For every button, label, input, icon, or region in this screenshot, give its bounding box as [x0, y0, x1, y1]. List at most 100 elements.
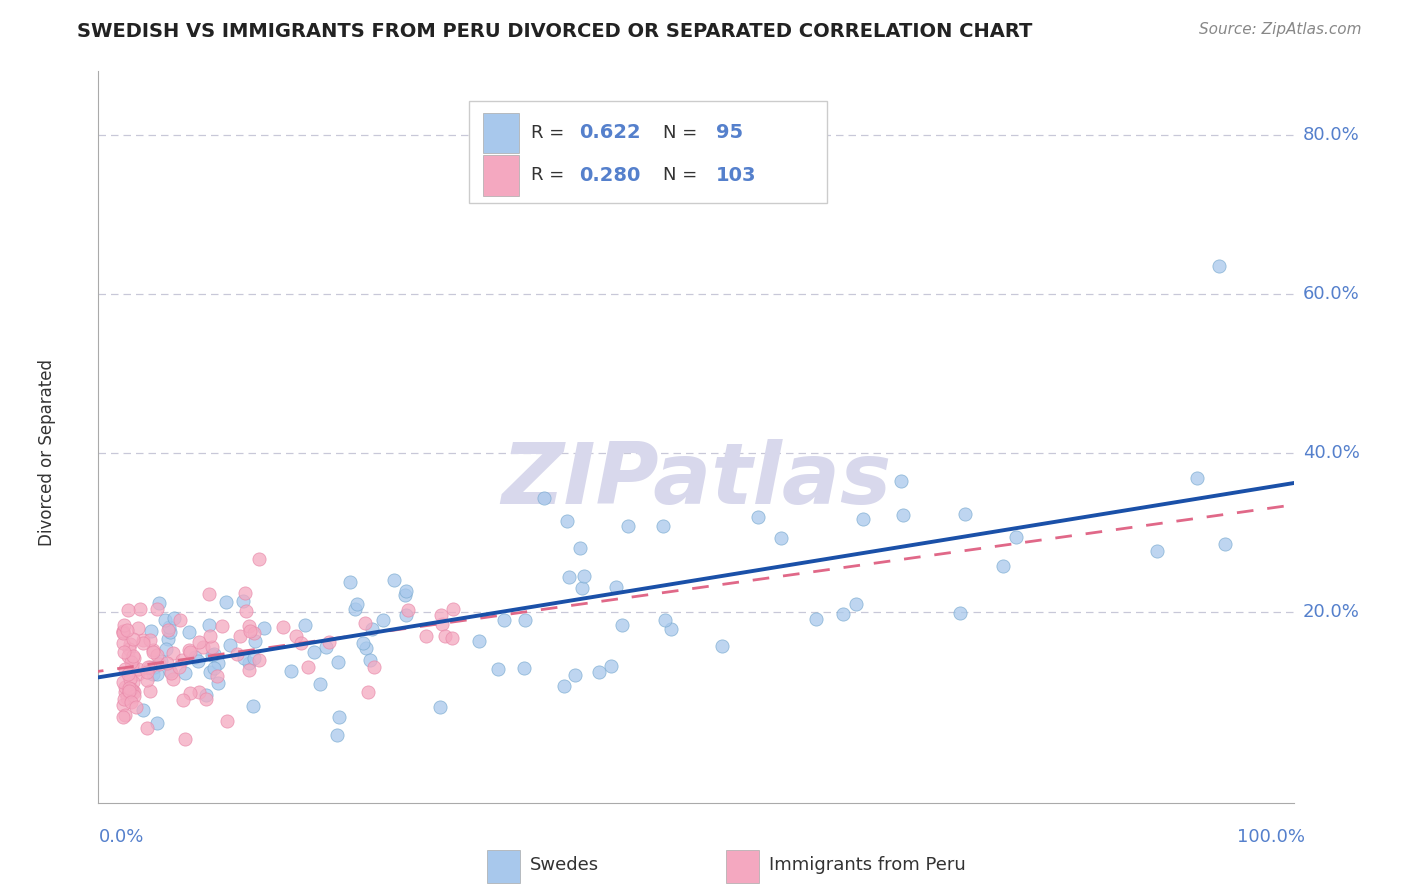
Point: [121, 681, 143, 696]
Point: [290, 636, 312, 650]
Point: [429, 700, 451, 714]
Point: [280, 664, 302, 678]
Point: [352, 636, 374, 650]
Point: [195, 688, 218, 702]
Point: [486, 662, 509, 676]
Point: [120, 672, 142, 686]
Point: [1187, 471, 1209, 485]
Point: [145, 715, 167, 730]
FancyBboxPatch shape: [484, 113, 519, 153]
Point: [194, 691, 217, 706]
Point: [160, 665, 183, 680]
Point: [122, 632, 145, 646]
Point: [205, 669, 228, 683]
Point: [127, 662, 149, 676]
Point: [122, 689, 145, 703]
Point: [200, 665, 222, 680]
Point: [200, 629, 222, 643]
Point: [117, 603, 139, 617]
Point: [1213, 537, 1236, 551]
Point: [1208, 259, 1230, 273]
Point: [564, 668, 586, 682]
Point: [242, 699, 264, 714]
Point: [201, 648, 224, 662]
Point: [145, 666, 167, 681]
Point: [832, 607, 855, 621]
Point: [111, 626, 134, 640]
Point: [159, 624, 181, 639]
Point: [142, 643, 165, 657]
Text: 40.0%: 40.0%: [1303, 444, 1360, 462]
Point: [177, 643, 200, 657]
Text: ZIPatlas: ZIPatlas: [501, 440, 891, 523]
Point: [600, 659, 623, 673]
Point: [533, 491, 555, 506]
Point: [127, 621, 149, 635]
Text: 103: 103: [716, 166, 756, 185]
Point: [207, 656, 229, 670]
Point: [395, 607, 418, 622]
FancyBboxPatch shape: [484, 155, 519, 195]
Point: [136, 665, 159, 680]
Point: [138, 660, 160, 674]
Text: R =: R =: [531, 166, 569, 185]
Point: [156, 632, 179, 646]
Point: [233, 651, 256, 665]
Point: [247, 552, 270, 566]
Point: [238, 663, 260, 677]
Text: Source: ZipAtlas.com: Source: ZipAtlas.com: [1198, 22, 1361, 37]
Point: [949, 606, 972, 620]
Point: [112, 618, 135, 632]
Point: [346, 597, 368, 611]
Point: [373, 613, 395, 627]
Point: [226, 647, 249, 661]
Point: [111, 675, 134, 690]
Point: [285, 629, 308, 643]
Point: [235, 604, 257, 618]
Point: [845, 597, 868, 611]
Point: [122, 651, 145, 665]
Point: [891, 508, 914, 522]
Point: [394, 588, 416, 602]
Point: [202, 647, 225, 661]
Point: [187, 654, 209, 668]
Text: Swedes: Swedes: [530, 856, 599, 874]
Point: [711, 639, 734, 653]
Point: [114, 684, 136, 698]
Point: [169, 613, 191, 627]
Point: [215, 714, 238, 728]
Point: [146, 648, 169, 662]
Point: [395, 584, 418, 599]
Text: 100.0%: 100.0%: [1236, 829, 1305, 847]
Point: [122, 684, 145, 698]
Point: [434, 629, 457, 643]
Point: [121, 649, 143, 664]
Point: [328, 710, 350, 724]
Point: [155, 642, 177, 657]
Point: [118, 637, 141, 651]
Point: [142, 645, 165, 659]
Point: [271, 620, 294, 634]
Point: [136, 673, 159, 687]
Point: [396, 603, 419, 617]
Point: [188, 684, 211, 698]
Point: [339, 575, 361, 590]
Point: [132, 636, 155, 650]
Point: [112, 692, 135, 706]
Point: [415, 629, 437, 643]
Point: [993, 558, 1015, 573]
Point: [440, 632, 463, 646]
Point: [142, 666, 165, 681]
Point: [302, 645, 325, 659]
Point: [201, 640, 224, 655]
Point: [328, 655, 350, 669]
Point: [114, 662, 136, 676]
Point: [218, 638, 240, 652]
Point: [572, 568, 595, 582]
Point: [769, 531, 792, 545]
Text: 0.280: 0.280: [579, 166, 640, 185]
Point: [605, 581, 627, 595]
Point: [156, 623, 179, 637]
Point: [117, 667, 139, 681]
Point: [953, 507, 976, 521]
